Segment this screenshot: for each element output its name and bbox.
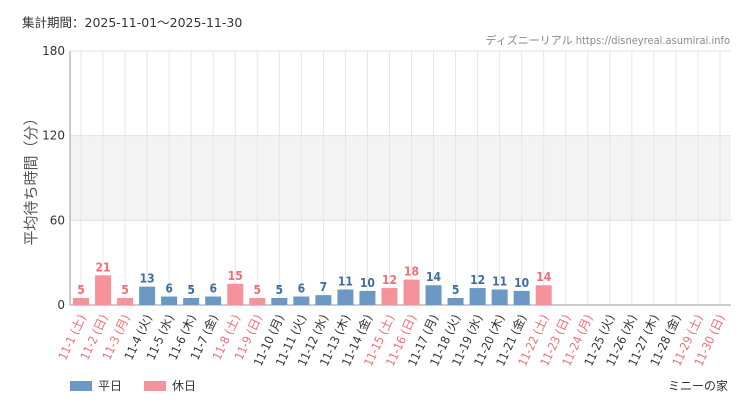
bar-value-label: 6 <box>165 282 173 296</box>
grid-band <box>70 135 731 221</box>
bar <box>535 285 552 305</box>
bar-value-label: 14 <box>536 270 552 284</box>
bar <box>315 295 332 305</box>
legend-weekday-swatch <box>70 380 92 391</box>
bar-value-label: 5 <box>254 283 262 297</box>
legend: 平日 休日 <box>70 377 218 394</box>
bar-value-label: 6 <box>298 282 306 296</box>
bar <box>293 296 310 305</box>
bar <box>205 296 222 305</box>
legend-weekday: 平日 <box>70 377 122 394</box>
y-tick-label: 60 <box>50 213 65 227</box>
bar-value-label: 18 <box>404 265 419 279</box>
legend-holiday-swatch <box>144 380 167 391</box>
bar-value-label: 15 <box>228 269 243 283</box>
bar-value-label: 5 <box>121 283 129 297</box>
y-tick-label: 120 <box>42 129 65 143</box>
bar <box>183 297 200 305</box>
bar-value-label: 5 <box>77 283 85 297</box>
y-tick-label: 0 <box>57 298 65 312</box>
bar <box>447 297 464 305</box>
bar-value-label: 6 <box>209 282 217 296</box>
site-credit: ディズニーリアル https://disneyreal.asumirai.inf… <box>485 34 730 47</box>
bar-value-label: 10 <box>514 276 529 290</box>
bar <box>117 297 134 305</box>
bar <box>227 283 244 305</box>
y-axis-title: 平均待ち時間（分） <box>22 110 40 245</box>
bar <box>403 279 420 305</box>
bar-value-label: 5 <box>452 283 460 297</box>
bar <box>381 288 398 305</box>
bar <box>337 289 354 305</box>
bar-value-label: 12 <box>382 273 397 287</box>
bar-value-label: 5 <box>276 283 284 297</box>
bar-value-label: 11 <box>338 274 353 288</box>
bar-value-label: 12 <box>470 273 485 287</box>
bar <box>513 290 530 305</box>
period-label: 集計期間：2025-11-01～2025-11-30 <box>22 15 243 30</box>
bar-value-label: 21 <box>96 260 111 274</box>
bar-value-label: 13 <box>140 272 155 286</box>
bar-value-label: 10 <box>360 276 375 290</box>
legend-holiday-label: 休日 <box>172 379 197 393</box>
legend-weekday-label: 平日 <box>98 379 123 393</box>
attraction-name: ミニーの家 <box>667 379 728 393</box>
bar <box>359 290 376 305</box>
legend-holiday: 休日 <box>144 377 196 394</box>
bar <box>491 289 508 305</box>
bar <box>469 288 486 305</box>
bar <box>249 297 266 305</box>
bar-value-label: 14 <box>426 270 442 284</box>
bar <box>139 286 156 305</box>
bar <box>425 285 442 305</box>
bar <box>73 297 90 305</box>
bar <box>161 296 178 305</box>
bar <box>271 297 288 305</box>
bar-value-label: 5 <box>187 283 195 297</box>
y-tick-label: 180 <box>42 44 65 58</box>
bar-value-label: 7 <box>320 280 328 294</box>
bar-value-label: 11 <box>492 274 507 288</box>
bar <box>95 275 112 305</box>
